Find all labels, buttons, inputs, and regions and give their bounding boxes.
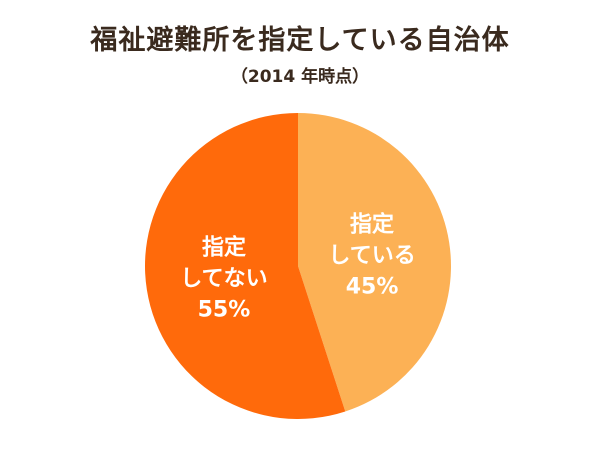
label-not-designated: 指定してない 55%	[180, 235, 267, 323]
pie-labels: 指定している 45%指定してない 55%	[180, 211, 415, 322]
slice-designated	[298, 113, 452, 412]
chart-title: 福祉避難所を指定している自治体	[90, 25, 510, 56]
label-line: 指定	[350, 211, 394, 237]
pie-slices	[145, 113, 452, 419]
slice-not-designated	[145, 113, 346, 419]
label-line: している	[328, 243, 415, 268]
label-line: 55%	[198, 298, 251, 323]
label-line: 指定	[202, 235, 246, 261]
label-line: 45%	[346, 274, 399, 299]
label-line: してない	[180, 267, 267, 292]
label-designated: 指定している 45%	[328, 211, 415, 299]
chart-subtitle: （2014 年時点）	[230, 67, 370, 87]
